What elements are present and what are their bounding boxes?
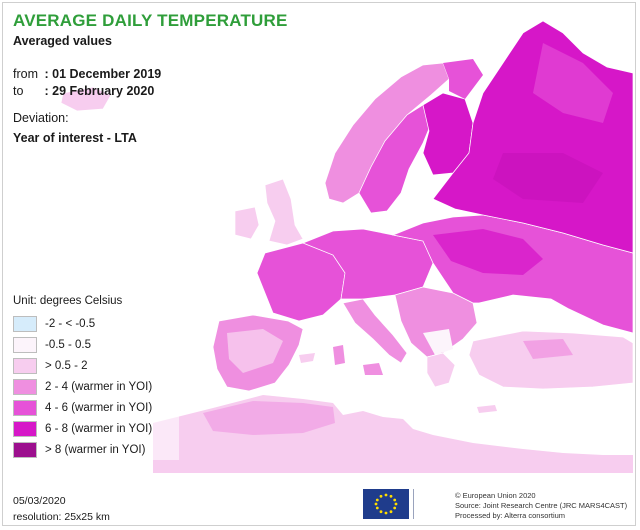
region-sweden bbox=[358, 104, 434, 214]
legend-label: 6 - 8 (warmer in YOI) bbox=[45, 422, 153, 435]
map-title: AVERAGE DAILY TEMPERATURE bbox=[13, 11, 288, 30]
period-to: to : 29 February 2020 bbox=[13, 84, 154, 98]
legend-swatch bbox=[13, 336, 37, 353]
map-subtitle: Averaged values bbox=[13, 34, 112, 48]
legend-label: > 0.5 - 2 bbox=[45, 359, 88, 372]
legend-item: -0.5 - 0.5 bbox=[13, 334, 179, 355]
credit-copyright: © European Union 2020 bbox=[455, 491, 536, 500]
region-anatolia bbox=[468, 330, 634, 390]
legend-item: 4 - 6 (warmer in YOI) bbox=[13, 397, 179, 418]
region-maghreb-mid bbox=[203, 401, 335, 435]
production-date: 05/03/2020 bbox=[13, 495, 66, 507]
legend-swatch bbox=[13, 378, 37, 395]
legend-item: 2 - 4 (warmer in YOI) bbox=[13, 376, 179, 397]
period-from-value: : 01 December 2019 bbox=[44, 67, 162, 81]
legend-item: > 0.5 - 2 bbox=[13, 355, 179, 376]
deviation-label: Deviation: bbox=[13, 111, 69, 125]
region-norway bbox=[324, 62, 450, 204]
legend-swatch bbox=[13, 357, 37, 374]
map-frame: AVERAGE DAILY TEMPERATURE Averaged value… bbox=[2, 2, 636, 526]
legend-swatch bbox=[13, 441, 37, 458]
legend-item: 6 - 8 (warmer in YOI) bbox=[13, 418, 179, 439]
credit-source: Source: Joint Research Centre (JRC MARS4… bbox=[455, 501, 628, 510]
region-greece bbox=[426, 352, 456, 388]
legend: Unit: degrees Celsius -2 - < -0.5 -0.5 -… bbox=[9, 295, 179, 460]
legend-title: Unit: degrees Celsius bbox=[13, 295, 123, 307]
legend-label: -2 - < -0.5 bbox=[45, 317, 96, 330]
region-italy bbox=[342, 298, 408, 364]
period-from: from : 01 December 2019 bbox=[13, 67, 161, 81]
legend-label: > 8 (warmer in YOI) bbox=[45, 443, 146, 456]
period-from-label: from bbox=[13, 67, 38, 81]
europe-temperature-map bbox=[60, 20, 634, 473]
legend-item: > 8 (warmer in YOI) bbox=[13, 439, 179, 460]
baltic-sea bbox=[395, 153, 433, 217]
period-to-label: to bbox=[13, 84, 24, 98]
region-iceland bbox=[60, 86, 112, 112]
region-balkans bbox=[394, 286, 478, 358]
legend-label: 4 - 6 (warmer in YOI) bbox=[45, 401, 153, 414]
legend-label: 2 - 4 (warmer in YOI) bbox=[45, 380, 153, 393]
legend-swatch bbox=[13, 315, 37, 332]
period-to-value: : 29 February 2020 bbox=[44, 84, 155, 98]
resolution-label: resolution: 25x25 km bbox=[13, 511, 110, 523]
black-sea bbox=[479, 295, 569, 329]
region-great-britain bbox=[264, 178, 304, 246]
credits: © European Union 2020 Source: Joint Rese… bbox=[455, 491, 627, 521]
eu-stars-icon bbox=[374, 493, 398, 515]
logo-divider bbox=[413, 489, 438, 519]
eu-flag-logo bbox=[363, 489, 409, 519]
legend-swatch bbox=[13, 399, 37, 416]
credit-processed: Processed by: Alterra consortium bbox=[455, 511, 566, 520]
region-ireland bbox=[234, 206, 260, 240]
legend-swatch bbox=[13, 420, 37, 437]
legend-label: -0.5 - 0.5 bbox=[45, 338, 92, 351]
deviation-value: Year of interest - LTA bbox=[13, 131, 137, 145]
legend-item: -2 - < -0.5 bbox=[13, 313, 179, 334]
region-north-africa bbox=[153, 395, 633, 473]
